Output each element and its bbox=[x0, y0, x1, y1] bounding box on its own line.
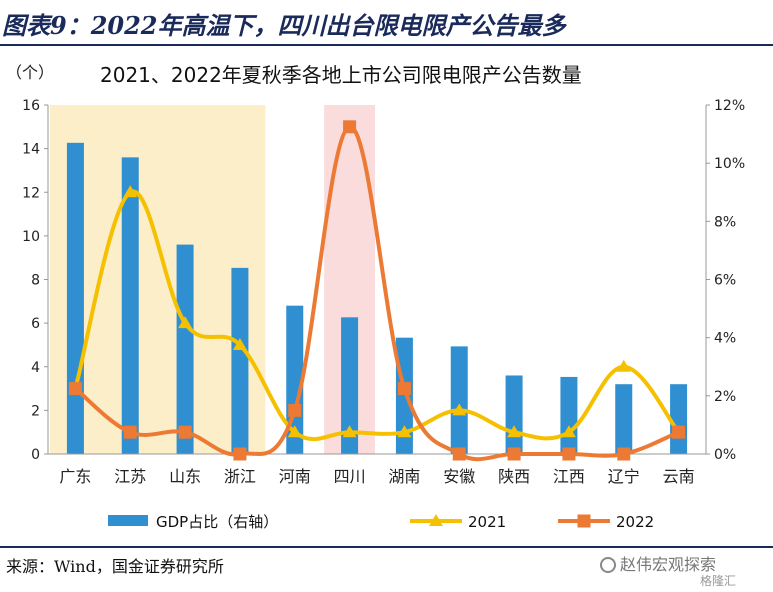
point-2021-2 bbox=[178, 316, 193, 329]
watermark: 赵伟宏观探索 bbox=[600, 551, 716, 575]
bar-10 bbox=[615, 384, 633, 454]
point-2021-1 bbox=[123, 185, 138, 198]
bar-2 bbox=[176, 244, 194, 454]
bar-8 bbox=[505, 375, 523, 454]
category-label: 云南 bbox=[663, 467, 695, 486]
left-tick-label: 16 bbox=[22, 98, 40, 114]
left-tick-label: 0 bbox=[31, 447, 40, 463]
chart-title: 2021、2022年夏秋季各地上市公司限电限产公告数量 bbox=[100, 63, 582, 87]
bar-5 bbox=[341, 317, 359, 454]
legend-label: GDP占比（右轴） bbox=[156, 513, 278, 531]
left-tick-label: 8 bbox=[31, 273, 40, 289]
right-tick-label: 6% bbox=[714, 273, 736, 289]
legend-swatch-bar bbox=[108, 515, 148, 526]
point-2022-1 bbox=[123, 425, 137, 439]
bar-9 bbox=[560, 376, 578, 454]
left-tick-label: 2 bbox=[31, 403, 40, 419]
point-2022-10 bbox=[617, 447, 631, 461]
right-tick-label: 8% bbox=[714, 214, 736, 230]
line-series bbox=[68, 120, 686, 462]
right-tick-label: 2% bbox=[714, 389, 736, 405]
point-2022-2 bbox=[178, 425, 192, 439]
category-label: 浙江 bbox=[224, 467, 256, 486]
point-2021-7 bbox=[452, 403, 467, 416]
point-2022-3 bbox=[233, 447, 247, 461]
source-note: 来源：Wind，国金证券研究所 bbox=[6, 557, 224, 576]
point-2021-4 bbox=[287, 425, 302, 438]
right-tick-label: 12% bbox=[714, 98, 745, 114]
watermark-sub: 格隆汇 bbox=[700, 574, 737, 588]
left-tick-label: 12 bbox=[22, 185, 40, 201]
category-label: 江苏 bbox=[114, 467, 146, 486]
category-label: 广东 bbox=[59, 467, 91, 486]
chart: 0 2 4 6 8 10 12 14 16 0% 2% 4% 6% 8% 10% 12% 广东 江苏 山东 浙江 河南 四… bbox=[6, 63, 745, 531]
point-2022-9 bbox=[562, 447, 576, 461]
bar-7 bbox=[450, 346, 468, 454]
category-label: 安徽 bbox=[443, 467, 475, 486]
point-2021-3 bbox=[232, 337, 247, 350]
right-tick-label: 4% bbox=[714, 331, 736, 347]
category-label: 江西 bbox=[553, 467, 585, 486]
point-2022-5 bbox=[343, 120, 357, 134]
category-label: 辽宁 bbox=[608, 467, 640, 486]
point-2022-11 bbox=[672, 425, 686, 439]
bar-0 bbox=[66, 142, 84, 454]
wechat-icon bbox=[600, 557, 616, 573]
page-title: 图表9：2022年高温下，四川出台限电限产公告最多 bbox=[2, 11, 566, 40]
bar-3 bbox=[231, 267, 249, 454]
left-tick-label: 4 bbox=[31, 360, 40, 376]
right-tick-label: 10% bbox=[714, 156, 745, 172]
point-2021-9 bbox=[561, 425, 576, 438]
legend-marker bbox=[577, 514, 591, 528]
header-divider bbox=[0, 44, 773, 46]
bar-1 bbox=[121, 157, 139, 454]
category-label: 陕西 bbox=[498, 467, 530, 486]
category-label: 河南 bbox=[279, 467, 311, 486]
left-tick-label: 10 bbox=[22, 229, 40, 245]
point-2022-0 bbox=[68, 382, 82, 396]
legend-marker bbox=[429, 514, 443, 526]
point-2021-6 bbox=[397, 425, 412, 438]
category-label: 四川 bbox=[334, 467, 366, 486]
legend-label: 2022 bbox=[616, 513, 654, 531]
left-tick-label: 14 bbox=[22, 142, 40, 158]
footer-divider bbox=[0, 546, 773, 548]
category-label: 湖南 bbox=[388, 467, 420, 486]
point-2022-7 bbox=[452, 447, 466, 461]
watermark-text: 赵伟宏观探索 bbox=[620, 555, 717, 574]
point-2021-8 bbox=[507, 425, 522, 438]
bar-11 bbox=[670, 384, 688, 454]
legend-label: 2021 bbox=[468, 513, 506, 531]
point-2022-8 bbox=[507, 447, 521, 461]
category-label: 山东 bbox=[169, 467, 201, 486]
legend: GDP占比（右轴） 2021 2022 bbox=[108, 513, 654, 531]
point-2021-5 bbox=[342, 425, 357, 438]
point-2022-6 bbox=[397, 382, 411, 396]
left-tick-label: 6 bbox=[31, 316, 40, 332]
line-2021 bbox=[73, 189, 681, 442]
left-axis-unit: （个） bbox=[6, 63, 54, 82]
right-tick-label: 0% bbox=[714, 447, 736, 463]
point-2021-10 bbox=[616, 359, 631, 372]
point-2022-4 bbox=[288, 403, 302, 417]
